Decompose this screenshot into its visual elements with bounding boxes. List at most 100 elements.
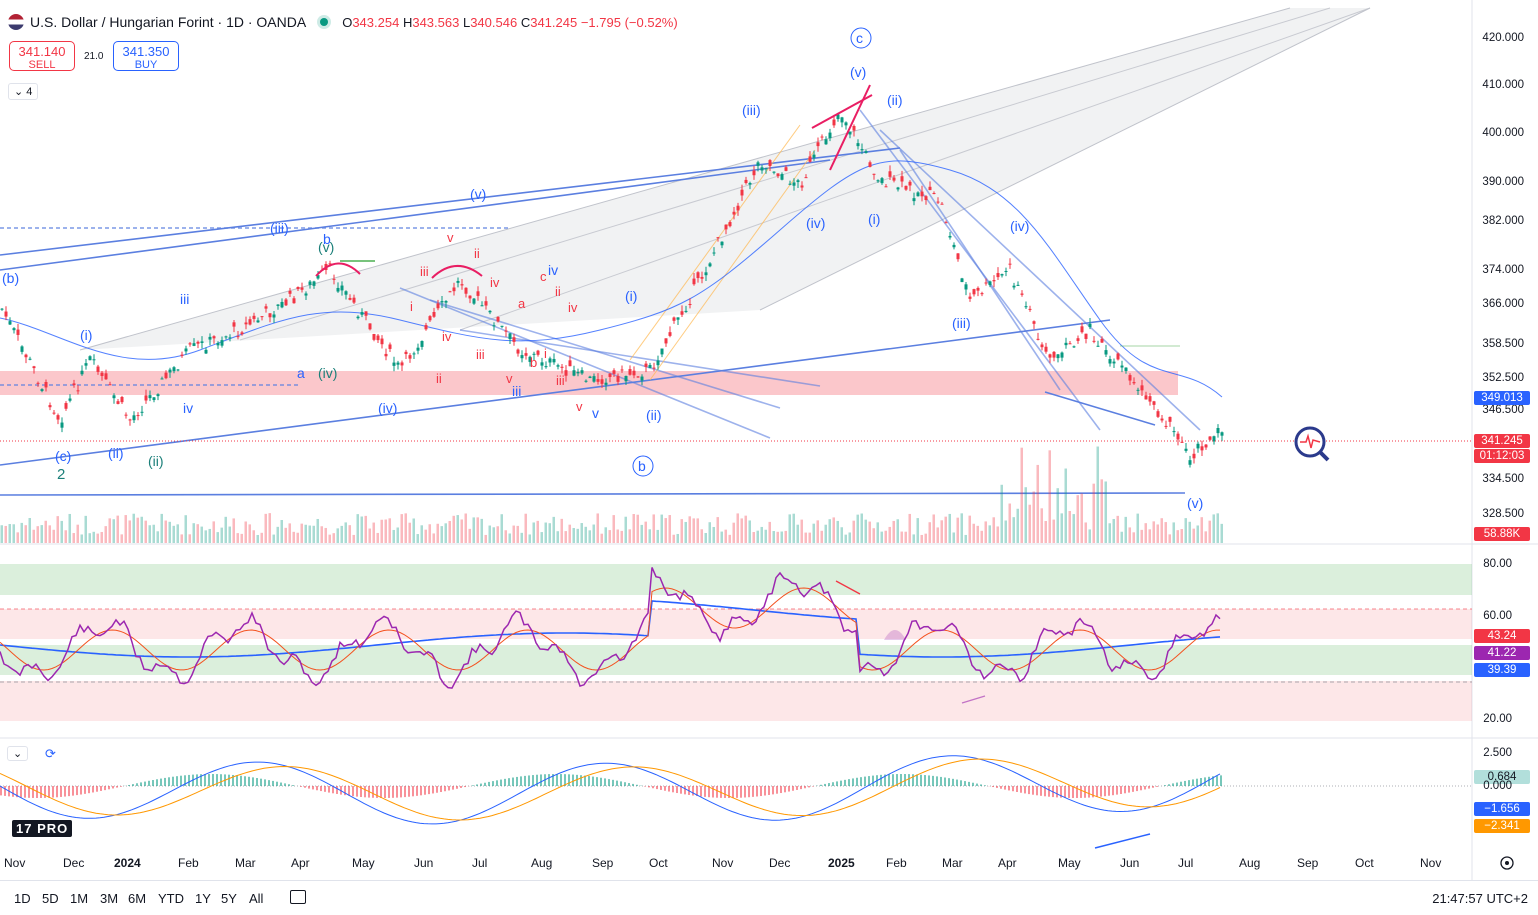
timeframe-button[interactable]: 1M [70,891,88,906]
candle [925,196,928,200]
volume-bar [609,530,612,543]
volume-bar [29,518,32,543]
macd-histogram-bar [632,784,634,786]
volume-bar [1009,504,1012,543]
macd-histogram-bar [620,781,622,786]
candle [429,316,432,320]
volume-bar [1045,521,1048,543]
candle [997,273,1000,277]
candle [301,288,304,290]
candle [285,299,288,305]
candle [1033,321,1036,324]
candle [1073,346,1076,347]
volume-bar [897,519,900,543]
refresh-icon[interactable]: ⟳ [45,746,56,762]
pitchfork-channel[interactable] [80,8,1370,350]
timeframe-button[interactable]: All [249,891,263,906]
candle [53,413,56,414]
candle [433,312,436,317]
macd-histogram-bar [208,774,210,786]
macd-histogram-bar [1184,781,1186,786]
timeframe-button[interactable]: YTD [158,891,184,906]
volume-bar [617,530,620,543]
macd-histogram-bar [776,786,778,794]
candle [737,206,740,211]
rsi-pane[interactable] [0,564,1472,721]
magnifier-icon[interactable] [1296,428,1328,460]
date-range-icon[interactable] [290,890,306,904]
volume-bar [565,531,568,543]
macd-histogram-bar [88,786,90,793]
candle [1093,341,1096,342]
settings-gear-icon[interactable] [1501,857,1513,869]
candle [441,301,444,302]
macd-histogram-bar [1136,786,1138,791]
macd-histogram-bar [1140,786,1142,790]
candle [241,332,244,334]
timeframe-button[interactable]: 1D [14,891,31,906]
time-axis-label: Dec [63,856,84,870]
volume-bar [653,514,656,543]
volume-bar [1065,469,1068,543]
macd-histogram-bar [1192,779,1194,786]
macd-histogram-bar [704,786,706,797]
timeframe-button[interactable]: 3M [100,891,118,906]
volume-bar [693,518,696,543]
macd-histogram-bar [252,777,254,786]
timeframe-button[interactable]: 1Y [195,891,211,906]
price-axis-label: 366.000 [1482,298,1524,310]
candle [953,245,956,247]
volume-bar [657,530,660,543]
macd-histogram-bar [960,780,962,786]
timeframe-button[interactable]: 5D [42,891,59,906]
clock[interactable]: 21:47:57 UTC+2 [1432,891,1528,906]
sell-button[interactable]: 341.140 SELL [9,41,75,71]
volume-bar [801,520,804,543]
macd-histogram-bar [572,775,574,786]
candle [1081,326,1084,332]
candle [1117,353,1120,359]
candle [569,360,572,366]
candle [197,342,200,344]
volume-bar [241,534,244,543]
timeframe-button[interactable]: 5Y [221,891,237,906]
wave-label: (ii) [646,407,662,423]
volume-bar [181,534,184,543]
macd-histogram-bar [796,786,798,790]
timeframe-button[interactable]: 6M [128,891,146,906]
volume-bar [209,529,212,543]
macd-histogram-bar [336,786,338,794]
candle [1021,294,1024,295]
volume-bar [89,533,92,543]
candle [457,281,460,283]
macd-pane[interactable] [0,756,1472,848]
buy-button[interactable]: 341.350 BUY [113,41,179,71]
tradingview-logo[interactable]: 17 PRO [12,820,72,837]
macd-histogram-bar [256,778,258,786]
symbol-title[interactable]: U.S. Dollar / Hungarian Forint · 1D · OA… [30,14,306,30]
svg-text:iii: iii [420,264,429,279]
macd-histogram-bar [1036,786,1038,795]
macd-histogram-bar [176,776,178,786]
time-axis-label: Jun [414,856,433,870]
volume-bar [357,514,360,543]
volume-bar [269,513,272,543]
candle [213,336,216,338]
macd-histogram-bar [196,774,198,786]
volume-bar [417,534,420,543]
resistance-zone[interactable] [0,371,1178,395]
candle [25,355,28,358]
volume-bar [625,517,628,543]
candle [929,187,932,190]
macd-histogram-bar [628,783,630,786]
indicators-toggle-button[interactable]: ⌄ 4 [8,83,38,100]
volume-bar [1137,514,1140,543]
volume-bar [1125,517,1128,543]
candle [1061,353,1064,358]
macd-histogram-bar [76,786,78,795]
macd-histogram-bar [652,786,654,788]
pane-collapse-button[interactable]: ⌄ [7,746,28,761]
macd-histogram-bar [56,786,58,797]
volume-bar [949,514,952,543]
